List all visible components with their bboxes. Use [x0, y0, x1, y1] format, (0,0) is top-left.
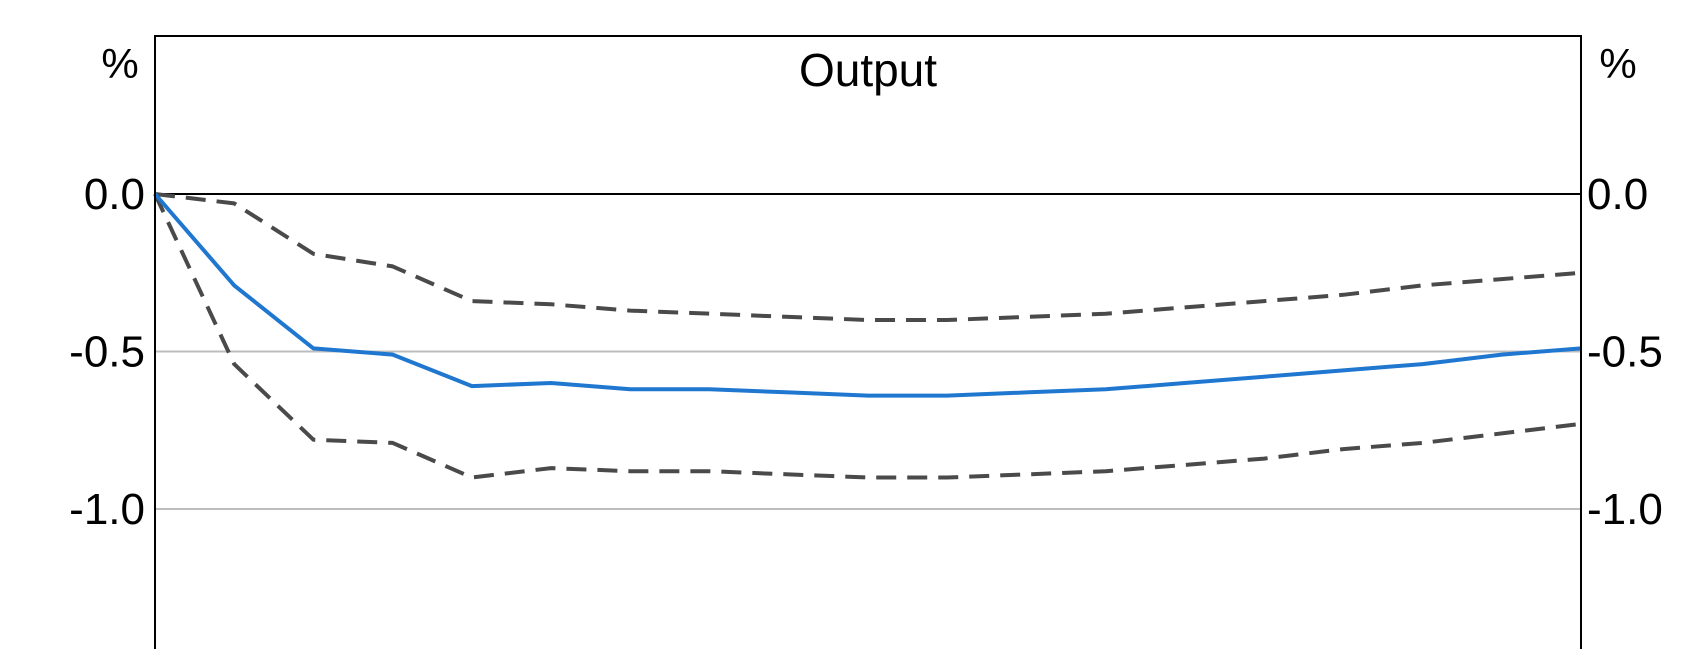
- left-y-tick-label: -0.5: [69, 328, 145, 377]
- chart-title: Output: [799, 44, 937, 96]
- right-y-tick-label: -1.0: [1587, 485, 1663, 534]
- right-y-tick-label: 0.0: [1587, 170, 1648, 219]
- left-y-tick-label: 0.0: [84, 170, 145, 219]
- left-y-tick-label: -1.0: [69, 485, 145, 534]
- left-axis-unit: %: [101, 40, 138, 87]
- right-y-tick-label: -0.5: [1587, 328, 1663, 377]
- right-axis-unit: %: [1599, 40, 1636, 87]
